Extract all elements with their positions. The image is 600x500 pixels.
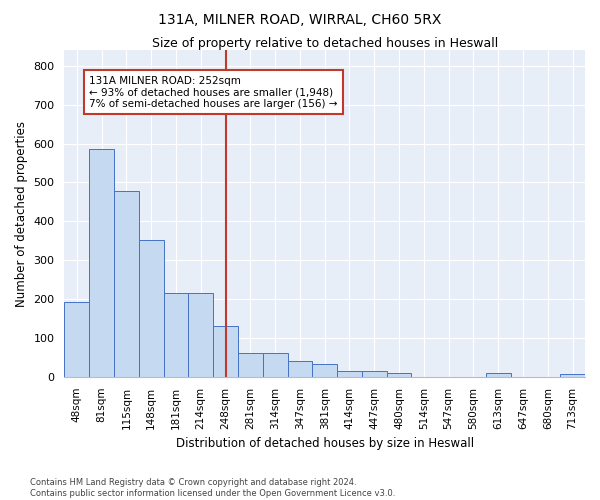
Bar bbox=[89, 150, 114, 377]
Text: Contains HM Land Registry data © Crown copyright and database right 2024.
Contai: Contains HM Land Registry data © Crown c… bbox=[30, 478, 395, 498]
Bar bbox=[287, 362, 313, 377]
Bar bbox=[213, 326, 238, 377]
Bar bbox=[337, 370, 362, 377]
Bar bbox=[263, 352, 287, 377]
Text: 131A MILNER ROAD: 252sqm
← 93% of detached houses are smaller (1,948)
7% of semi: 131A MILNER ROAD: 252sqm ← 93% of detach… bbox=[89, 76, 338, 108]
Bar bbox=[313, 364, 337, 377]
Bar bbox=[238, 352, 263, 377]
X-axis label: Distribution of detached houses by size in Heswall: Distribution of detached houses by size … bbox=[176, 437, 474, 450]
Bar bbox=[560, 374, 585, 377]
Title: Size of property relative to detached houses in Heswall: Size of property relative to detached ho… bbox=[152, 38, 498, 51]
Text: 131A, MILNER ROAD, WIRRAL, CH60 5RX: 131A, MILNER ROAD, WIRRAL, CH60 5RX bbox=[158, 12, 442, 26]
Bar bbox=[386, 373, 412, 377]
Bar bbox=[188, 293, 213, 377]
Bar bbox=[164, 293, 188, 377]
Bar bbox=[362, 370, 386, 377]
Bar bbox=[486, 373, 511, 377]
Bar bbox=[64, 302, 89, 377]
Y-axis label: Number of detached properties: Number of detached properties bbox=[15, 120, 28, 306]
Bar bbox=[139, 240, 164, 377]
Bar bbox=[114, 191, 139, 377]
